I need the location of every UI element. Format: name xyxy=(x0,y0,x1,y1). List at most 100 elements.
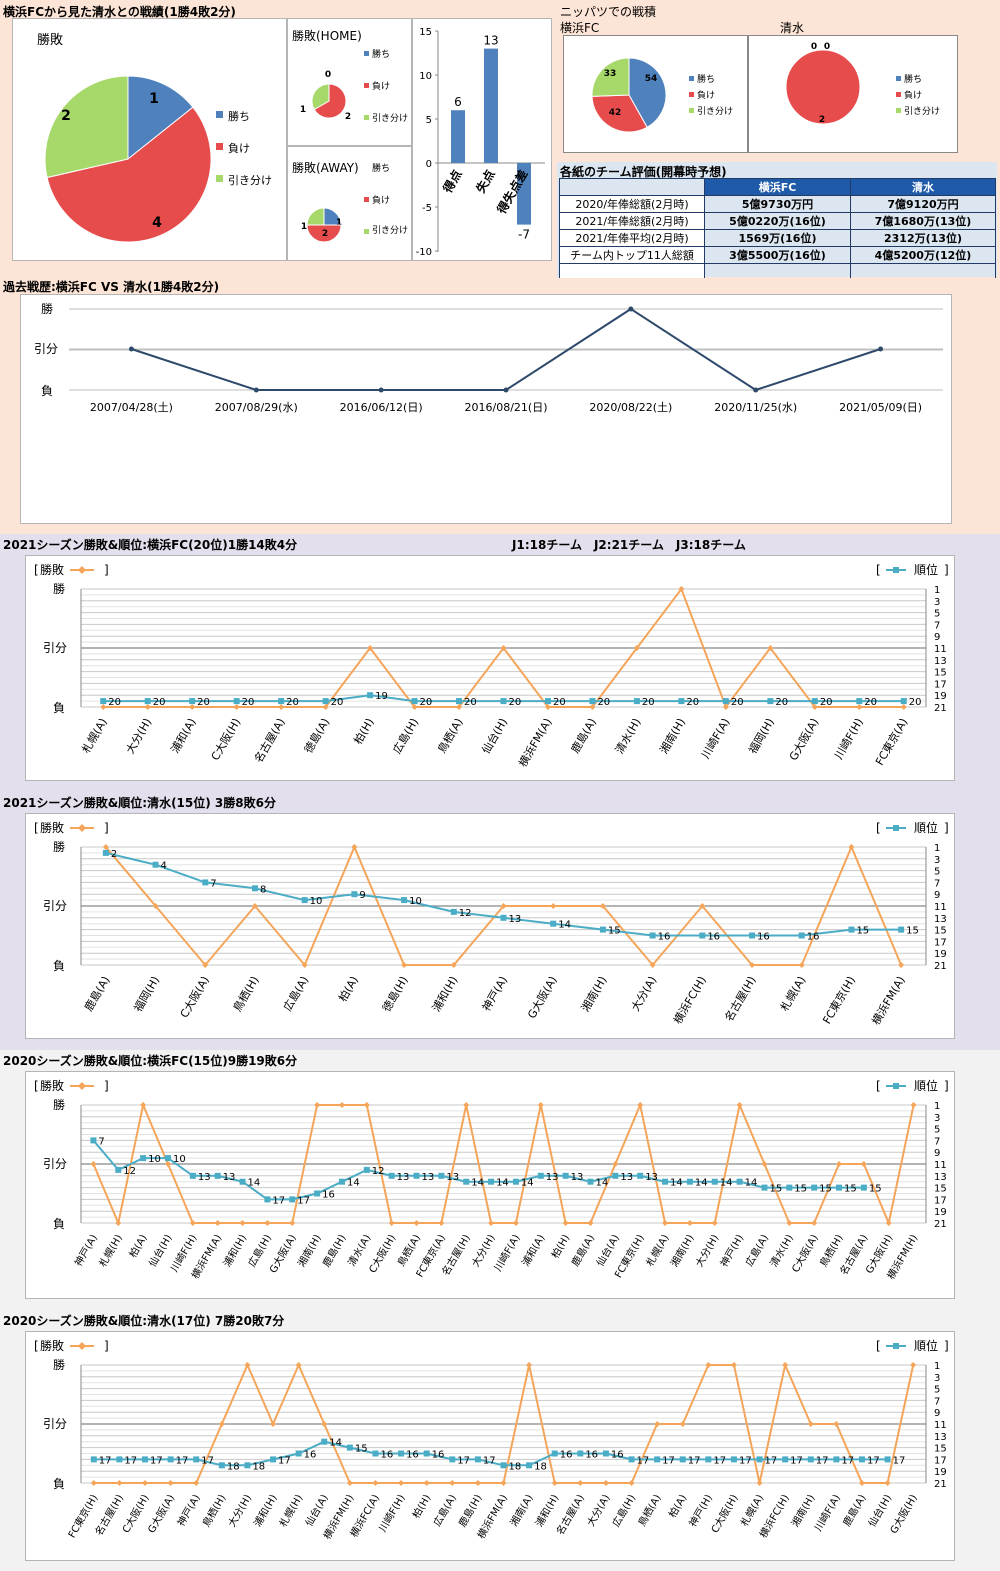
rank-point xyxy=(463,1178,470,1185)
result-point xyxy=(401,962,408,968)
x-tick-label: FC東京(A) xyxy=(872,716,910,768)
x-tick-label: 広島(H) xyxy=(390,716,422,757)
rank-tick-label: 5 xyxy=(934,1385,940,1396)
rank-tick-label: 3 xyxy=(934,855,940,866)
result-point xyxy=(798,962,805,968)
main-legend-win: 勝ち xyxy=(228,110,250,123)
y-label: 引分 xyxy=(43,1417,67,1431)
pie-data-label: 33 xyxy=(604,69,617,79)
legend-result-marker xyxy=(78,1082,86,1090)
legend-result-label: 勝敗 xyxy=(40,1078,64,1093)
nippatsu-yoko-legend-win: 勝ち xyxy=(697,75,716,85)
rank-point xyxy=(189,1172,196,1179)
chart-2021-yokohama-panel: [勝敗][順位] 1 3 5 7 9 11 13 15 17 19 21 勝引分負 20 20 20 20 20 2… xyxy=(25,555,955,781)
x-tick-label: 湘南(H) xyxy=(656,716,688,757)
rank-tick-label: 13 xyxy=(934,656,947,667)
rank-point xyxy=(500,1462,507,1469)
evaluation-table: 横浜FC 清水 2020/年俸総額(2月時) 5億9730万円 7億9120万円 2… xyxy=(559,178,996,280)
rank-point xyxy=(550,920,557,927)
rank-data-label: 17 xyxy=(483,1455,496,1466)
rank-data-label: 16 xyxy=(304,1450,317,1461)
x-tick-label: 神戸(H) xyxy=(686,1492,715,1529)
main-pie-panel: 勝敗 1 4 2 勝ち 負け 引き分け xyxy=(12,18,287,261)
legend-bracket: ] xyxy=(104,563,109,577)
pie-data-label: 54 xyxy=(645,74,658,84)
rank-tick-label: 3 xyxy=(934,1373,940,1384)
result-point xyxy=(189,1220,196,1226)
home-pie-chart: 0 2 1 xyxy=(300,51,369,122)
x-tick-label: 浦和(A) xyxy=(519,1232,548,1269)
x-tick-label: 鹿島(A) xyxy=(568,1232,597,1269)
x-tick-label: 2020/08/22(土) xyxy=(589,401,672,414)
rank-tick-label: 9 xyxy=(934,1148,940,1159)
bar-value-label: -7 xyxy=(518,228,530,242)
rank-tick-label: 7 xyxy=(934,1396,940,1407)
rank-data-label: 8 xyxy=(260,884,266,895)
legend-result-marker xyxy=(78,566,86,574)
rank-data-label: 16 xyxy=(658,932,671,943)
rank-data-label: 20 xyxy=(686,697,699,708)
rank-data-label: 20 xyxy=(197,697,210,708)
result-point xyxy=(711,1220,718,1226)
x-tick-label: 清水(A) xyxy=(345,1232,374,1269)
rank-data-label: 13 xyxy=(198,1172,211,1183)
nippatsu-shimizu-panel: 0 2 0 勝ち 負け 引き分け xyxy=(748,35,958,153)
result-point xyxy=(301,962,308,968)
rank-point xyxy=(686,1178,693,1185)
rank-point xyxy=(102,849,109,856)
result-point xyxy=(456,704,463,710)
x-tick-label: 仙台(H) xyxy=(865,1492,894,1529)
x-tick-label: 鳥栖(A) xyxy=(434,716,465,756)
result-point xyxy=(164,1161,171,1167)
rank-tick-label: 19 xyxy=(934,1207,947,1218)
result-point xyxy=(90,1480,97,1486)
rank-point xyxy=(898,926,905,933)
legend-result-label: 勝敗 xyxy=(40,1338,64,1353)
rank-tick-label: 21 xyxy=(934,1479,947,1490)
result-point xyxy=(662,1220,669,1226)
rank-data-label: 14 xyxy=(595,1178,608,1189)
rank-tick-label: 19 xyxy=(934,949,947,960)
x-tick-label: 札幌(H) xyxy=(96,1232,125,1269)
x-tick-label: 鳥栖(H) xyxy=(230,974,262,1015)
rank-data-label: 10 xyxy=(310,896,323,907)
rank-point xyxy=(577,1450,584,1457)
pie-slice xyxy=(628,57,667,128)
y-label: 負 xyxy=(53,959,65,973)
x-tick-label: 鳥栖(A) xyxy=(635,1492,664,1529)
rank-tick-label: 1 xyxy=(934,1361,940,1372)
x-tick-label: 湘南(A) xyxy=(507,1492,536,1529)
rank-tick-label: 15 xyxy=(934,1444,947,1455)
rank-tick-label: 5 xyxy=(934,1125,940,1136)
rank-point xyxy=(756,1456,763,1463)
result-point xyxy=(90,1161,97,1167)
pie-data-label: 1 xyxy=(300,105,306,115)
rank-data-label: 20 xyxy=(286,697,299,708)
x-tick-label: 浦和(A) xyxy=(168,716,198,756)
result-point xyxy=(398,1480,405,1486)
x-tick-label: 神戸(A) xyxy=(174,1492,203,1529)
x-tick-label: 鹿島(H) xyxy=(320,1232,349,1269)
x-tick-label: 湘南(H) xyxy=(788,1492,817,1529)
rank-data-label: 16 xyxy=(611,1450,624,1461)
rank-data-label: 15 xyxy=(769,1184,782,1195)
y-label: 引分 xyxy=(43,1157,67,1171)
rank-point xyxy=(500,914,507,921)
rank-data-label: 19 xyxy=(375,691,388,702)
rank-data-label: 20 xyxy=(909,697,922,708)
x-tick-label: 神戸(H) xyxy=(717,1232,746,1269)
x-tick-label: 広島(A) xyxy=(742,1232,771,1269)
result-point xyxy=(786,1220,793,1226)
x-tick-label: 鳥栖(H) xyxy=(200,1492,229,1529)
rank-data-label: 13 xyxy=(446,1172,459,1183)
x-tick-label: 鹿島(A) xyxy=(840,1492,869,1529)
x-tick-label: 仙台(H) xyxy=(479,716,511,757)
rank-data-label: 16 xyxy=(560,1450,573,1461)
result-point xyxy=(679,1421,686,1427)
legend-rank-label: 順位 xyxy=(914,562,938,577)
rank-data-label: 15 xyxy=(608,926,621,937)
result-point xyxy=(782,1362,789,1368)
rank-data-label: 9 xyxy=(359,890,365,901)
nippatsu-yokohama-panel: 54 42 33 勝ち 負け 引き分け xyxy=(563,35,748,153)
